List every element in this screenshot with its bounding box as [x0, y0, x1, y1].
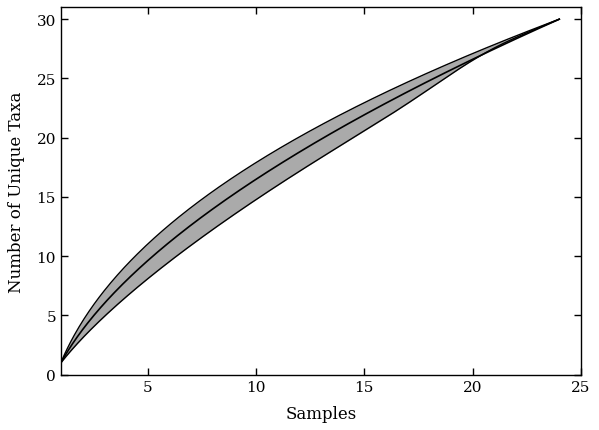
X-axis label: Samples: Samples: [285, 405, 356, 422]
Y-axis label: Number of Unique Taxa: Number of Unique Taxa: [8, 91, 25, 292]
